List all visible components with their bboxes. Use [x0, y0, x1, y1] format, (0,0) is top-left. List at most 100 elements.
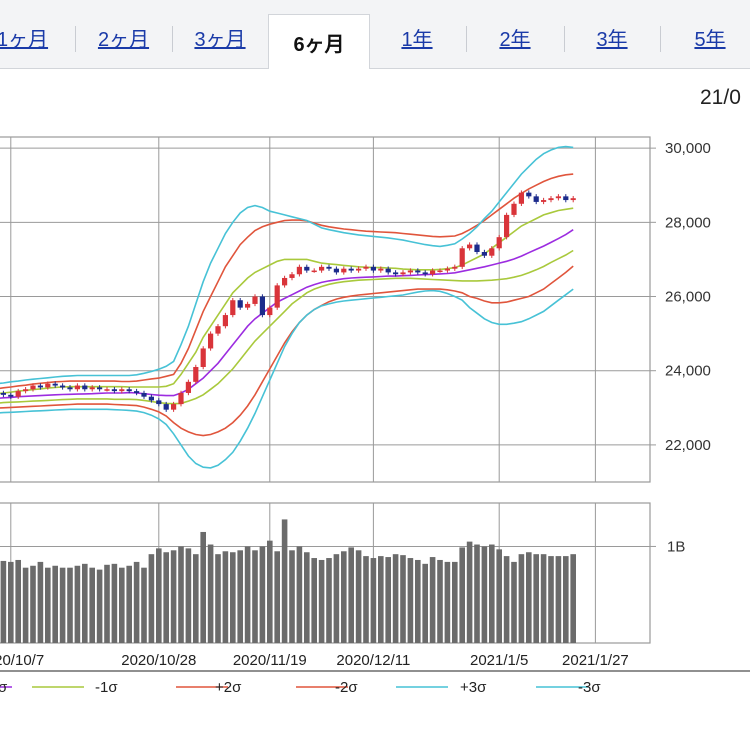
candlesticks	[0, 190, 576, 412]
volume-bar	[466, 541, 473, 643]
volume-bar	[82, 563, 88, 643]
date-tick-label: 2020/10/28	[121, 652, 196, 669]
volume-bar	[15, 559, 21, 643]
candle-body	[230, 300, 236, 316]
candle-body	[245, 303, 251, 308]
volume-bar	[304, 552, 310, 643]
candle-body	[23, 389, 29, 392]
volume-bar	[96, 569, 103, 643]
price-tick-label: 24,000	[665, 363, 711, 380]
volume-bar	[481, 546, 488, 643]
candle-body	[348, 268, 354, 271]
volume-bar	[563, 556, 569, 643]
volume-bar	[289, 550, 295, 643]
volume-bar	[548, 556, 554, 643]
volume-bar	[30, 565, 36, 643]
candle-body	[141, 392, 147, 397]
tab-separator	[466, 26, 467, 52]
volume-bar	[570, 554, 576, 643]
volume-bar	[244, 546, 251, 643]
volume-bar	[518, 554, 525, 643]
candle-body	[259, 296, 265, 316]
volume-bar	[252, 550, 258, 643]
candle-body	[282, 277, 288, 286]
tab-6[interactable]: 3年	[596, 28, 628, 51]
volume-bar	[437, 559, 443, 643]
candle-body	[555, 196, 561, 199]
bollinger-bands	[0, 145, 574, 469]
date-tick-label: 2021/1/5	[470, 652, 528, 669]
candle-body	[82, 385, 88, 390]
volume-bar	[526, 552, 532, 643]
candle-body	[437, 270, 443, 273]
volume-tick-label: 1B	[667, 538, 685, 555]
volume-bar	[126, 565, 132, 643]
candle-body	[111, 389, 117, 392]
candle-body	[459, 248, 465, 267]
candle-body	[215, 326, 221, 334]
volume-bar	[104, 564, 110, 643]
volume-bar	[281, 519, 288, 643]
volume-bar	[141, 567, 147, 643]
volume-bar	[237, 550, 243, 643]
candle-body	[341, 268, 347, 273]
candle-body	[185, 381, 191, 393]
volume-bar	[119, 567, 125, 643]
tab-2[interactable]: 3ヶ月	[194, 28, 246, 51]
volume-bar	[533, 554, 539, 643]
legend-label: +2σ	[215, 679, 242, 696]
candle-body	[156, 400, 162, 405]
candle-body	[496, 237, 502, 249]
candle-body	[518, 192, 524, 204]
candle-body	[333, 268, 339, 273]
volume-bar	[392, 554, 399, 643]
volume-bar	[67, 567, 73, 643]
candle-body	[363, 266, 369, 269]
candle-body	[511, 203, 517, 215]
candle-body	[200, 348, 206, 367]
volume-bar	[148, 554, 155, 643]
candle-body	[193, 367, 199, 382]
candle-body	[148, 396, 154, 401]
volume-bar	[45, 567, 51, 643]
date-tick-label: 2020/12/11	[336, 652, 410, 669]
tab-7[interactable]: 5年	[694, 28, 726, 51]
volume-bar	[178, 546, 184, 643]
date-axis-ticks: 2020/10/7 2020/10/28 2020/11/19 2020/12/11 2…	[0, 652, 629, 669]
price-axis-ticks: 30,000 28,000 26,000 24,000 22,000 1B	[650, 140, 711, 555]
volume-bar	[489, 544, 495, 643]
volume-bar	[170, 550, 177, 643]
tab-0[interactable]: 1ヶ月	[0, 28, 49, 51]
tab-5[interactable]: 2年	[499, 28, 531, 51]
candle-body	[222, 315, 228, 327]
date-tick-label: 2020/10/7	[0, 652, 44, 669]
volume-panel-frame	[0, 502, 651, 644]
tab-3[interactable]: 6ヶ月	[268, 14, 370, 69]
candle-body	[415, 270, 421, 273]
candle-body	[393, 272, 399, 275]
volume-bar	[459, 547, 465, 643]
candle-body	[126, 389, 132, 392]
candle-body	[356, 268, 362, 271]
volume-bars	[0, 519, 576, 643]
volume-bar	[444, 561, 451, 643]
price-panel-frame	[0, 136, 651, 483]
candle-body	[208, 333, 214, 349]
volume-bar	[59, 567, 66, 643]
volume-bar	[52, 565, 58, 643]
volume-bar	[8, 561, 14, 643]
period-tab-bar: 1ヶ月 2ヶ月 3ヶ月 6ヶ月 1年 2年 3年 5年	[0, 0, 750, 69]
volume-bar	[503, 556, 510, 643]
volume-bar	[474, 544, 480, 643]
volume-bar	[407, 558, 414, 643]
tab-1[interactable]: 2ヶ月	[97, 28, 150, 51]
volume-bar	[37, 561, 44, 643]
volume-bar	[200, 531, 206, 643]
candle-body	[8, 394, 14, 397]
volume-bar	[452, 561, 458, 643]
band-s1_dn	[0, 249, 574, 405]
legend: σ -1σ +2σ -2σ +3σ -3σ	[0, 679, 601, 696]
candle-body	[326, 266, 332, 269]
tab-4[interactable]: 1年	[401, 28, 433, 51]
candle-body	[526, 192, 532, 197]
